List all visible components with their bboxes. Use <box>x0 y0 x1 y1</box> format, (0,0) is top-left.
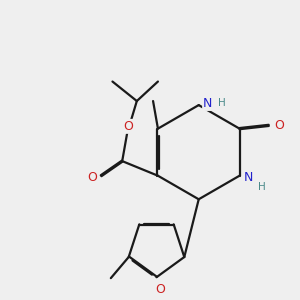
Text: N: N <box>244 171 253 184</box>
Text: H: H <box>218 98 225 109</box>
Text: O: O <box>274 119 284 132</box>
Text: H: H <box>258 182 266 192</box>
Text: O: O <box>87 171 97 184</box>
Text: O: O <box>123 120 133 133</box>
Text: O: O <box>155 283 165 296</box>
Text: N: N <box>203 97 212 110</box>
